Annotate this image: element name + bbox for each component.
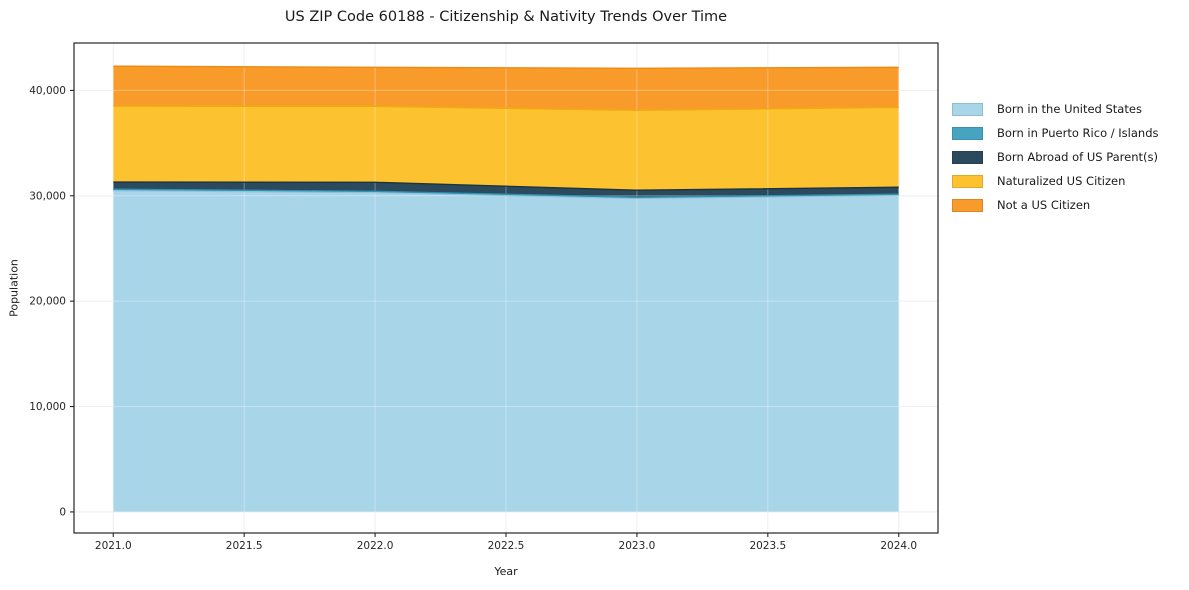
x-tick-label: 2024.0 [880, 540, 917, 552]
legend-swatch [952, 151, 983, 164]
legend-swatch [952, 127, 983, 140]
x-tick-label: 2023.0 [619, 540, 656, 552]
x-tick-label: 2021.0 [95, 540, 132, 552]
area-series-4 [113, 66, 899, 111]
legend-label: Born Abroad of US Parent(s) [997, 150, 1158, 164]
legend: Born in the United States Born in Puerto … [952, 103, 1159, 223]
legend-swatch [952, 175, 983, 188]
legend-swatch [952, 199, 983, 212]
legend-item: Not a US Citizen [952, 199, 1159, 212]
edge-series-4 [113, 65, 899, 69]
area-series-2 [113, 182, 899, 198]
x-tick-label: 2023.5 [749, 540, 786, 552]
y-tick-label: 30,000 [29, 190, 66, 202]
y-axis-label: Population [7, 259, 21, 317]
x-axis-label: Year [494, 565, 518, 578]
legend-label: Naturalized US Citizen [997, 174, 1126, 188]
edge-series-3 [113, 105, 899, 112]
legend-item: Born in Puerto Rico / Islands [952, 127, 1159, 140]
chart-title: US ZIP Code 60188 - Citizenship & Nativi… [284, 9, 728, 25]
legend-label: Born in Puerto Rico / Islands [997, 126, 1159, 140]
area-series-0 [113, 190, 899, 512]
legend-item: Born Abroad of US Parent(s) [952, 151, 1159, 164]
edge-series-2 [113, 181, 899, 191]
edge-series-0 [113, 189, 899, 200]
y-tick-label: 40,000 [29, 85, 66, 97]
legend-swatch [952, 103, 983, 116]
x-tick-label: 2022.0 [357, 540, 394, 552]
legend-item: Born in the United States [952, 103, 1159, 116]
tick-labels: 0 10,000 20,000 30,000 40,000 2021.0 2021.5 202… [29, 85, 917, 552]
y-tick-label: 20,000 [29, 296, 66, 308]
x-tick-label: 2021.5 [226, 540, 263, 552]
y-tick-label: 0 [59, 506, 66, 518]
edge-series-1 [113, 188, 899, 198]
axis-ticks [70, 89, 900, 537]
legend-item: Naturalized US Citizen [952, 175, 1159, 188]
legend-label: Born in the United States [997, 102, 1142, 116]
legend-label: Not a US Citizen [997, 198, 1091, 212]
area-edges [113, 65, 899, 200]
y-tick-label: 10,000 [29, 401, 66, 413]
x-tick-label: 2022.5 [488, 540, 525, 552]
area-series-3 [113, 106, 899, 191]
